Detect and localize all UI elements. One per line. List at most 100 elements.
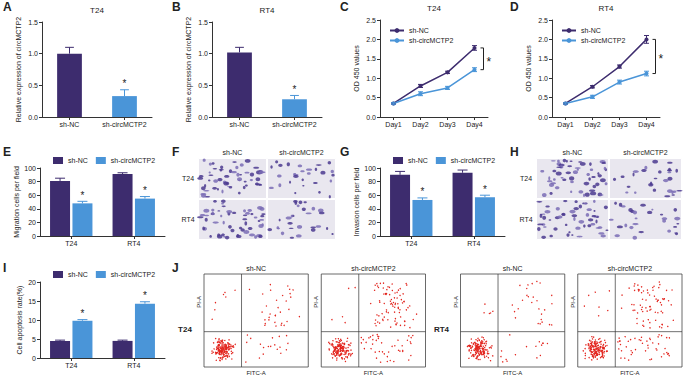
svg-text:sh-circMCTP2: sh-circMCTP2: [608, 265, 652, 272]
svg-text:I: I: [3, 261, 6, 275]
svg-text:Day3: Day3: [611, 121, 627, 129]
svg-text:1.5: 1.5: [198, 19, 208, 26]
svg-text:1.5: 1.5: [538, 55, 548, 62]
svg-text:F: F: [172, 145, 179, 159]
svg-text:0.0: 0.0: [366, 114, 376, 121]
svg-text:sh-circMCTP2: sh-circMCTP2: [111, 271, 155, 278]
svg-text:Invasion cells per field: Invasion cells per field: [353, 167, 361, 236]
svg-text:T24: T24: [520, 175, 532, 182]
svg-text:sh-NC: sh-NC: [230, 121, 250, 128]
svg-text:60: 60: [368, 192, 376, 199]
svg-text:sh-circMCTP2: sh-circMCTP2: [111, 157, 155, 164]
svg-text:J: J: [172, 261, 179, 275]
svg-text:sh-NC: sh-NC: [60, 121, 80, 128]
svg-text:*: *: [293, 84, 297, 95]
svg-text:40: 40: [28, 205, 36, 212]
svg-text:1.0: 1.0: [198, 50, 208, 57]
svg-text:sh-NC: sh-NC: [563, 149, 583, 156]
svg-text:RT4: RT4: [599, 4, 615, 13]
svg-text:sh-circMCTP2: sh-circMCTP2: [581, 37, 625, 44]
svg-text:2.5: 2.5: [538, 17, 548, 24]
svg-text:0: 0: [372, 233, 376, 240]
svg-text:RT4: RT4: [127, 240, 140, 247]
svg-text:0.5: 0.5: [538, 94, 548, 101]
svg-text:sh-circMCTP2: sh-circMCTP2: [272, 121, 316, 128]
svg-text:Day1: Day1: [385, 121, 401, 129]
svg-text:Day1: Day1: [557, 121, 573, 129]
svg-text:PI-A: PI-A: [196, 296, 202, 308]
svg-text:*: *: [659, 52, 664, 66]
svg-text:T24: T24: [65, 240, 77, 247]
svg-text:sh-NC: sh-NC: [223, 149, 243, 156]
svg-text:RT4: RT4: [467, 240, 480, 247]
svg-text:2.5: 2.5: [366, 17, 376, 24]
svg-text:sh-circMCTP2: sh-circMCTP2: [279, 149, 323, 156]
svg-text:sh-NC: sh-NC: [503, 265, 523, 272]
svg-text:*: *: [123, 78, 127, 89]
svg-text:20: 20: [28, 219, 36, 226]
svg-text:0.0: 0.0: [198, 114, 208, 121]
svg-text:sh-NC: sh-NC: [246, 265, 266, 272]
svg-text:*: *: [143, 185, 147, 196]
svg-text:0: 0: [32, 233, 36, 240]
svg-text:20: 20: [368, 219, 376, 226]
svg-text:FITC-A: FITC-A: [620, 370, 639, 376]
svg-text:*: *: [80, 308, 84, 319]
svg-text:sh-circMCTP2: sh-circMCTP2: [623, 149, 667, 156]
svg-text:FITC-A: FITC-A: [503, 370, 522, 376]
svg-text:sh-circMCTP2: sh-circMCTP2: [409, 37, 453, 44]
svg-text:Migration cells per field: Migration cells per field: [13, 166, 21, 238]
svg-text:RT4: RT4: [434, 325, 450, 334]
svg-text:A: A: [3, 0, 12, 14]
svg-text:1.0: 1.0: [538, 75, 548, 82]
svg-text:Day2: Day2: [412, 121, 428, 129]
svg-text:Day2: Day2: [584, 121, 600, 129]
svg-text:PI-A: PI-A: [453, 296, 459, 308]
svg-text:B: B: [172, 0, 181, 14]
svg-text:100: 100: [24, 165, 36, 172]
svg-text:D: D: [510, 0, 519, 14]
svg-text:Day4: Day4: [466, 121, 482, 129]
svg-text:2.0: 2.0: [538, 36, 548, 43]
svg-text:OD 450 values: OD 450 values: [353, 45, 360, 92]
svg-text:80: 80: [368, 178, 376, 185]
svg-text:sh-NC: sh-NC: [68, 157, 88, 164]
svg-text:sh-circMCTP2: sh-circMCTP2: [102, 121, 146, 128]
svg-text:sh-circMCTP2: sh-circMCTP2: [451, 157, 495, 164]
svg-text:100: 100: [364, 165, 376, 172]
svg-text:Relative expression of circMCT: Relative expression of circMCTP2: [185, 17, 193, 123]
svg-text:sh-NC: sh-NC: [581, 27, 601, 34]
svg-text:0.0: 0.0: [538, 114, 548, 121]
svg-text:*: *: [420, 186, 424, 197]
svg-text:40: 40: [368, 205, 376, 212]
svg-text:sh-NC: sh-NC: [68, 271, 88, 278]
svg-text:C: C: [340, 0, 349, 14]
svg-text:*: *: [80, 190, 84, 201]
svg-text:RT4: RT4: [260, 6, 276, 15]
svg-text:T24: T24: [405, 240, 417, 247]
svg-text:RT4: RT4: [127, 362, 140, 369]
svg-text:Day4: Day4: [638, 121, 654, 129]
svg-text:T24: T24: [427, 4, 441, 13]
svg-text:Cell apoptosis rate(%): Cell apoptosis rate(%): [16, 286, 24, 355]
svg-text:1.5: 1.5: [366, 55, 376, 62]
svg-text:60: 60: [28, 192, 36, 199]
svg-text:2.0: 2.0: [366, 36, 376, 43]
svg-text:*: *: [143, 290, 147, 301]
svg-text:1.0: 1.0: [366, 75, 376, 82]
svg-text:0.5: 0.5: [198, 82, 208, 89]
svg-text:RT4: RT4: [519, 216, 532, 223]
svg-text:80: 80: [28, 178, 36, 185]
svg-text:FITC-A: FITC-A: [246, 370, 265, 376]
svg-text:0.5: 0.5: [28, 82, 38, 89]
svg-text:PI-A: PI-A: [570, 296, 576, 308]
svg-text:H: H: [510, 145, 519, 159]
svg-text:sh-NC: sh-NC: [408, 157, 428, 164]
svg-text:0: 0: [32, 355, 36, 362]
svg-text:1.5: 1.5: [28, 19, 38, 26]
svg-text:T24: T24: [90, 6, 104, 15]
svg-text:T24: T24: [65, 362, 77, 369]
svg-text:0.0: 0.0: [28, 114, 38, 121]
svg-text:1.0: 1.0: [28, 50, 38, 57]
svg-text:0.5: 0.5: [366, 94, 376, 101]
